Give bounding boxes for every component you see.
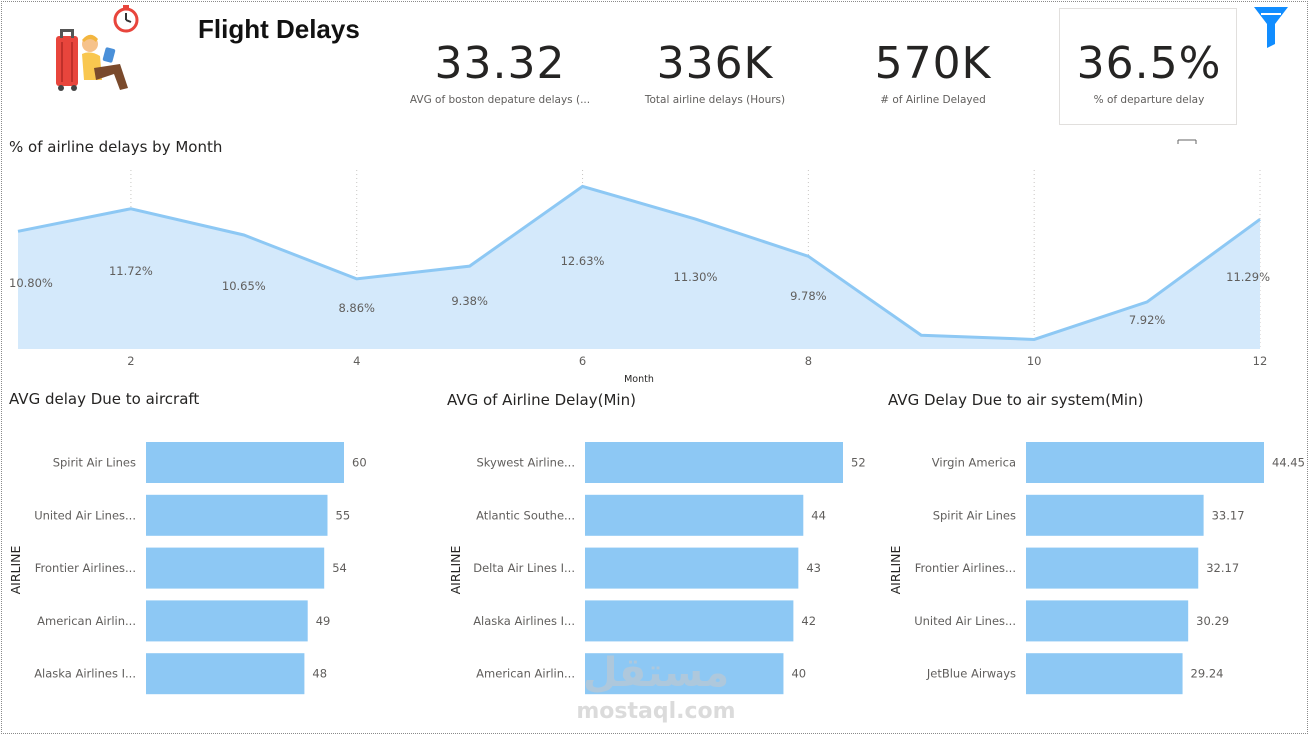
data-label: 11.29%	[1226, 270, 1270, 284]
kpi-card-airlines-delayed[interactable]: 570K # of Airline Delayed	[818, 36, 1048, 106]
kpi-value: 336K	[656, 38, 774, 89]
kpi-label: Total airline delays (Hours)	[644, 94, 786, 106]
value-label: 44.45	[1272, 456, 1305, 470]
kpi-value: 570K	[874, 38, 992, 89]
area-fill	[18, 186, 1260, 349]
kpi-value: 36.5%	[1076, 38, 1222, 89]
value-label: 60	[352, 456, 367, 470]
category-label: Frontier Airlines...	[35, 561, 136, 575]
bar	[585, 442, 843, 483]
bar-chart-aircraft-title: AVG delay Due to aircraft	[9, 390, 200, 408]
category-label: United Air Lines...	[34, 508, 136, 522]
monthly-delay-area-chart: 10.80% 11.72% 10.65% 8.86% 9.38% 12.63% 11.30%…	[9, 170, 1270, 385]
x-axis-title: Month	[624, 374, 654, 385]
page-title: Flight Delays	[198, 14, 360, 44]
data-label: 9.38%	[451, 294, 488, 308]
value-label: 54	[332, 561, 347, 575]
bar	[1026, 600, 1189, 642]
bar	[146, 547, 325, 589]
bar	[146, 442, 344, 483]
filter-icon[interactable]	[1253, 6, 1289, 48]
value-label: 29.24	[1191, 667, 1224, 681]
value-label: 48	[312, 667, 327, 681]
watermark: مستقل mostaql.com	[574, 640, 738, 724]
x-tick-label: 8	[805, 354, 812, 368]
data-label: 11.72%	[109, 264, 153, 278]
category-label: Spirit Air Lines	[53, 456, 136, 470]
kpi-card-boston-departure-delay[interactable]: 33.32 AVG of boston depature delays (...	[385, 36, 615, 106]
bar	[585, 547, 799, 589]
kpi-card-total-airline-delays[interactable]: 336K Total airline delays (Hours)	[600, 36, 830, 106]
bar	[146, 653, 305, 695]
category-label: Delta Air Lines I...	[473, 561, 575, 575]
bar	[585, 494, 804, 536]
data-label: 11.30%	[674, 270, 718, 284]
y-axis-title: AIRLINE	[888, 545, 903, 594]
data-label: 10.80%	[9, 276, 53, 290]
data-label: 9.78%	[790, 289, 827, 303]
series-line	[17, 184, 1261, 341]
bar	[585, 600, 794, 642]
value-label: 44	[811, 508, 826, 522]
bar	[146, 600, 308, 642]
bar	[1026, 653, 1183, 695]
value-label: 33.17	[1212, 508, 1245, 522]
kpi-label: # of Airline Delayed	[880, 94, 986, 106]
value-label: 42	[801, 614, 816, 628]
watermark-arabic: مستقل	[583, 650, 729, 696]
category-label: Skywest Airline...	[476, 456, 575, 470]
bar	[585, 653, 784, 695]
value-label: 52	[851, 456, 866, 470]
category-label: JetBlue Airways	[926, 667, 1016, 681]
category-label: Alaska Airlines I...	[473, 614, 575, 628]
x-tick-label: 2	[127, 354, 134, 368]
kpi-label: % of departure delay	[1093, 94, 1205, 106]
value-label: 49	[316, 614, 331, 628]
bar	[146, 494, 328, 536]
category-label: Spirit Air Lines	[933, 508, 1016, 522]
category-label: Atlantic Southe...	[476, 508, 575, 522]
x-tick-label: 10	[1027, 354, 1042, 368]
bar-chart-air-system-title: AVG Delay Due to air system(Min)	[888, 391, 1144, 409]
value-label: 32.17	[1206, 561, 1239, 575]
bar-chart-air-system: AIRLINE Virgin America 44.45 Spirit Air Lin…	[888, 442, 1305, 695]
value-label: 40	[791, 667, 806, 681]
category-label: Frontier Airlines...	[915, 561, 1016, 575]
kpi-value: 33.32	[434, 38, 566, 89]
value-label: 30.29	[1196, 614, 1229, 628]
bar	[1026, 442, 1264, 483]
bar-chart-aircraft: AIRLINE Spirit Air Lines 60 United Air Line…	[8, 442, 367, 695]
bar-chart-airline-delay-title: AVG of Airline Delay(Min)	[447, 391, 636, 409]
kpi-card-departure-delay-pct[interactable]: 36.5% % of departure delay	[1034, 36, 1264, 106]
traveler-icon	[50, 4, 146, 94]
y-axis-title: AIRLINE	[448, 545, 463, 594]
data-label: 8.86%	[338, 301, 375, 315]
x-tick-label: 12	[1253, 354, 1268, 368]
kpi-label: AVG of boston depature delays (...	[409, 94, 591, 106]
value-label: 55	[336, 508, 351, 522]
category-label: American Airlin...	[37, 614, 136, 628]
x-tick-label: 6	[579, 354, 586, 368]
data-label: 12.63%	[561, 254, 605, 268]
watermark-latin: mostaql.com	[576, 699, 735, 724]
category-label: United Air Lines...	[914, 614, 1016, 628]
kpi-card-selected-outline	[1059, 8, 1237, 125]
category-label: American Airlin...	[476, 667, 575, 681]
category-label: Alaska Airlines I...	[34, 667, 136, 681]
data-label: 7.92%	[1129, 313, 1166, 327]
bar	[1026, 494, 1204, 536]
bar	[1026, 547, 1199, 589]
value-label: 43	[806, 561, 821, 575]
bar-chart-airline-delay: AIRLINE Skywest Airline... 52 Atlantic Sout…	[448, 442, 866, 695]
x-tick-label: 4	[353, 354, 360, 368]
category-label: Virgin America	[932, 456, 1016, 470]
data-label: 10.65%	[222, 279, 266, 293]
line-chart-title: % of airline delays by Month	[9, 138, 223, 156]
y-axis-title: AIRLINE	[8, 545, 23, 594]
resize-handle[interactable]	[1177, 130, 1197, 144]
